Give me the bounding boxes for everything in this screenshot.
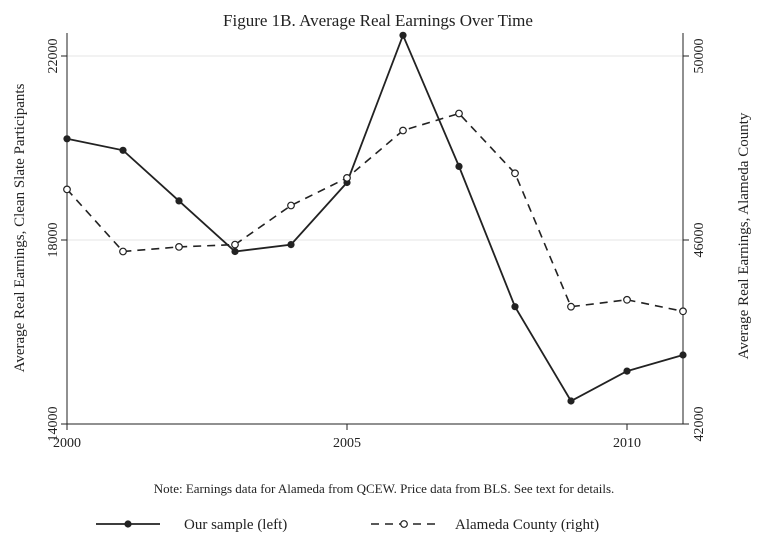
data-point-alameda <box>399 126 407 135</box>
data-point-our-sample <box>455 162 463 170</box>
data-point-alameda <box>623 295 631 304</box>
data-point-our-sample <box>231 247 239 256</box>
left-y-axis-label: Average Real Earnings, Clean Slate Parti… <box>12 83 28 372</box>
legend-label-our-sample: Our sample (left) <box>184 517 287 533</box>
data-point-our-sample <box>399 31 407 39</box>
data-point-our-sample <box>623 367 631 375</box>
x-tick-label: 2000 <box>53 436 81 451</box>
data-point-alameda <box>119 247 127 256</box>
data-point-our-sample <box>567 397 575 405</box>
data-point-alameda <box>63 185 71 194</box>
x-tick-label: 2005 <box>333 436 361 451</box>
series-layer <box>63 31 687 405</box>
data-point-alameda <box>287 201 295 210</box>
data-point-our-sample <box>511 303 519 311</box>
data-point-alameda <box>511 169 519 178</box>
right-y-tick-label: 50000 <box>692 39 707 74</box>
legend-label-alameda: Alameda County (right) <box>455 517 599 533</box>
data-point-alameda <box>567 302 575 311</box>
right-y-tick-label: 46000 <box>692 223 707 258</box>
data-point-our-sample <box>679 351 687 359</box>
data-point-alameda <box>679 307 687 316</box>
axis-ticks: 14000 18000 22000 42000 46000 50000 2000 2005 20… <box>46 39 707 452</box>
data-point-our-sample <box>63 135 71 143</box>
left-y-tick-label: 18000 <box>46 223 61 258</box>
data-point-alameda <box>175 242 183 251</box>
left-y-tick-label: 22000 <box>46 39 61 74</box>
data-point-our-sample <box>175 197 183 205</box>
right-y-tick-label: 42000 <box>692 407 707 442</box>
data-point-alameda <box>343 173 351 182</box>
chart-note: Note: Earnings data for Alameda from QCE… <box>154 481 615 496</box>
data-point-alameda <box>455 109 463 118</box>
data-point-our-sample <box>119 146 127 154</box>
legend-marker-our-sample <box>124 520 132 528</box>
legend: Our sample (left) Alameda County (right) <box>96 517 599 533</box>
series-line-our-sample <box>66 32 684 403</box>
chart-title: Figure 1B. Average Real Earnings Over Ti… <box>223 11 533 30</box>
legend-marker-alameda <box>400 520 408 528</box>
data-point-alameda <box>231 240 239 249</box>
data-point-our-sample <box>287 241 295 249</box>
left-y-tick-label: 14000 <box>46 407 61 442</box>
right-y-axis-label: Average Real Earnings, Alameda County <box>736 112 752 359</box>
x-tick-label: 2010 <box>613 436 641 451</box>
series-line-alameda <box>66 112 684 313</box>
